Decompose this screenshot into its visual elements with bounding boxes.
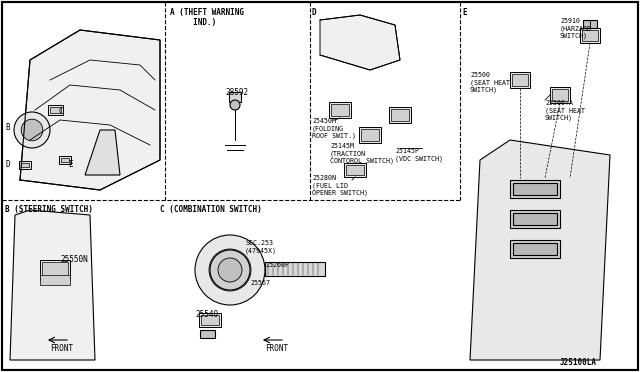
Bar — [59, 156, 71, 164]
Text: 25145P
(VDC SWITCH): 25145P (VDC SWITCH) — [395, 148, 443, 161]
Text: C: C — [58, 107, 63, 116]
Text: E: E — [68, 160, 72, 169]
Text: 25540: 25540 — [195, 310, 218, 319]
Bar — [40, 275, 70, 285]
Text: 28592: 28592 — [225, 88, 248, 97]
Circle shape — [218, 258, 242, 282]
Text: 25500+A
(SEAT HEAT
SWITCH): 25500+A (SEAT HEAT SWITCH) — [545, 100, 585, 121]
Bar — [510, 210, 560, 228]
Bar — [510, 180, 560, 198]
Polygon shape — [20, 30, 160, 190]
Bar — [513, 213, 557, 225]
Circle shape — [195, 235, 265, 305]
Bar — [552, 89, 568, 101]
Text: J25100LA: J25100LA — [560, 358, 597, 367]
Text: A (THEFT WARNING
     IND.): A (THEFT WARNING IND.) — [170, 8, 244, 28]
Polygon shape — [470, 140, 610, 360]
Text: 25910
(HARZARD
SWITCH): 25910 (HARZARD SWITCH) — [560, 18, 592, 39]
Circle shape — [230, 100, 240, 110]
Text: 25145M
(TRACTION
CONTOROL SWITCH): 25145M (TRACTION CONTOROL SWITCH) — [330, 143, 394, 164]
Bar — [42, 262, 68, 278]
Bar — [580, 28, 600, 42]
Text: D: D — [312, 8, 317, 17]
Text: B (STEERING SWITCH): B (STEERING SWITCH) — [5, 205, 93, 214]
Circle shape — [210, 250, 250, 290]
Bar — [331, 104, 349, 116]
Text: SEC.253
(47945X): SEC.253 (47945X) — [245, 240, 277, 253]
Polygon shape — [10, 210, 95, 360]
Polygon shape — [320, 15, 400, 70]
Bar — [389, 107, 411, 123]
Text: FRONT: FRONT — [50, 344, 73, 353]
Bar — [47, 105, 63, 115]
Text: 25550N: 25550N — [60, 255, 88, 264]
Bar — [19, 161, 31, 169]
Text: C (COMBINATION SWITCH): C (COMBINATION SWITCH) — [160, 205, 262, 214]
Bar — [40, 260, 70, 280]
Text: 25500
(SEAT HEAT
SWITCH): 25500 (SEAT HEAT SWITCH) — [470, 72, 510, 93]
Bar — [550, 87, 570, 103]
Text: 25450M
(FOLDING
ROOF SWIT.): 25450M (FOLDING ROOF SWIT.) — [312, 118, 356, 139]
Bar — [200, 330, 215, 338]
Bar — [201, 315, 219, 325]
Bar — [49, 107, 61, 113]
Bar — [361, 129, 379, 141]
Bar — [510, 72, 530, 88]
Text: D: D — [5, 160, 10, 169]
Circle shape — [209, 249, 251, 291]
Text: 25567: 25567 — [250, 280, 270, 286]
Bar — [21, 163, 29, 167]
Bar — [512, 74, 528, 86]
Bar — [265, 262, 325, 276]
Bar — [583, 20, 597, 28]
Bar — [229, 92, 241, 102]
Bar — [359, 127, 381, 143]
Text: FRONT: FRONT — [265, 344, 288, 353]
Text: B: B — [5, 123, 10, 132]
Bar — [582, 29, 598, 41]
Bar — [346, 165, 364, 175]
Bar — [199, 313, 221, 327]
Bar — [61, 158, 69, 162]
Bar — [513, 243, 557, 255]
Bar — [513, 183, 557, 195]
Bar — [510, 240, 560, 258]
Polygon shape — [85, 130, 120, 175]
Bar — [344, 163, 366, 177]
Bar — [391, 109, 409, 121]
Bar — [329, 102, 351, 118]
Text: E: E — [462, 8, 467, 17]
Circle shape — [14, 112, 50, 148]
Text: 25260P: 25260P — [265, 262, 289, 268]
Circle shape — [21, 119, 43, 141]
Text: 25280N
(FUEL LID
OPENER SWITCH): 25280N (FUEL LID OPENER SWITCH) — [312, 175, 368, 196]
